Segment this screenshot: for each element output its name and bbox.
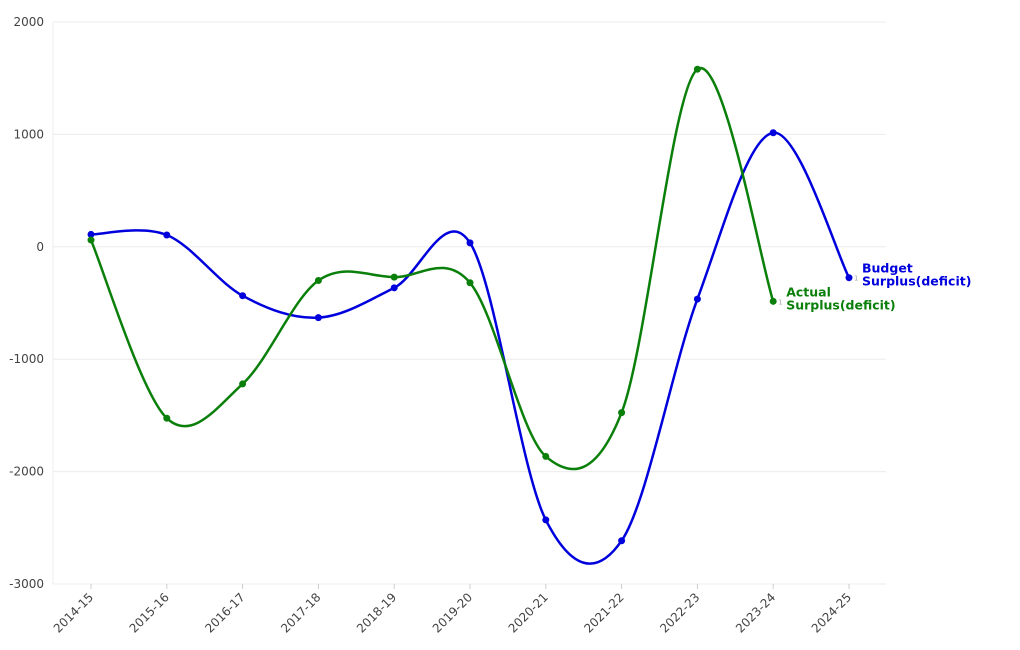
x-tick-label: 2024-25 bbox=[809, 590, 854, 635]
x-axis: 2014-15 2015-16 2016-17 2017-18 2018-19 2019-… bbox=[51, 584, 854, 636]
y-tick-label: 0 bbox=[36, 240, 44, 254]
data-point[interactable] bbox=[87, 230, 95, 238]
series-name-line: Budget bbox=[862, 261, 913, 276]
y-tick-label: -3000 bbox=[9, 577, 44, 591]
data-point[interactable] bbox=[87, 236, 95, 244]
data-point[interactable] bbox=[693, 295, 701, 303]
x-tick-label: 2014-15 bbox=[51, 590, 96, 635]
y-tick-label: 2000 bbox=[13, 15, 44, 29]
series-labels: 1BudgetSurplus(deficit)1ActualSurplus(de… bbox=[778, 261, 971, 313]
data-point[interactable] bbox=[314, 277, 322, 285]
series-layer bbox=[87, 65, 853, 565]
data-point[interactable] bbox=[239, 292, 247, 300]
data-point[interactable] bbox=[618, 409, 626, 417]
data-point[interactable] bbox=[845, 274, 853, 282]
data-point[interactable] bbox=[239, 380, 247, 388]
x-tick-label: 2021-22 bbox=[581, 590, 626, 635]
end-label-marker: 1 bbox=[778, 298, 782, 306]
x-tick-label: 2019-20 bbox=[430, 590, 475, 635]
series-line bbox=[89, 66, 775, 471]
data-point[interactable] bbox=[314, 314, 322, 322]
y-axis: 2000 1000 0 -1000 -2000 -3000 bbox=[9, 15, 54, 591]
x-tick-label: 2018-19 bbox=[354, 590, 399, 635]
data-point[interactable] bbox=[542, 452, 550, 460]
x-tick-label: 2017-18 bbox=[278, 590, 323, 635]
series-line bbox=[90, 131, 851, 565]
x-tick-label: 2016-17 bbox=[202, 590, 247, 635]
data-point[interactable] bbox=[390, 273, 398, 281]
x-tick-label: 2023-24 bbox=[733, 590, 778, 635]
data-point[interactable] bbox=[618, 537, 626, 545]
data-point[interactable] bbox=[163, 414, 171, 422]
y-tick-label: -1000 bbox=[9, 352, 44, 366]
data-point[interactable] bbox=[542, 516, 550, 524]
data-point[interactable] bbox=[390, 284, 398, 292]
data-point[interactable] bbox=[163, 231, 171, 239]
data-point[interactable] bbox=[769, 297, 777, 305]
y-tick-label: 1000 bbox=[13, 127, 44, 141]
series-name-line: Surplus(deficit) bbox=[786, 297, 895, 312]
series-1 bbox=[87, 65, 777, 471]
data-point[interactable] bbox=[769, 129, 777, 137]
x-tick-label: 2015-16 bbox=[127, 590, 172, 635]
series-name-line: Surplus(deficit) bbox=[862, 274, 971, 289]
grid-lines bbox=[53, 21, 886, 585]
data-point[interactable] bbox=[466, 239, 474, 247]
data-point[interactable] bbox=[466, 279, 474, 287]
x-tick-label: 2020-21 bbox=[506, 590, 551, 635]
series-name-line: Actual bbox=[786, 284, 831, 299]
data-point[interactable] bbox=[693, 65, 701, 73]
x-tick-label: 2022-23 bbox=[657, 590, 702, 635]
series-0 bbox=[87, 129, 853, 565]
end-label-marker: 1 bbox=[854, 275, 858, 283]
y-tick-label: -2000 bbox=[9, 465, 44, 479]
